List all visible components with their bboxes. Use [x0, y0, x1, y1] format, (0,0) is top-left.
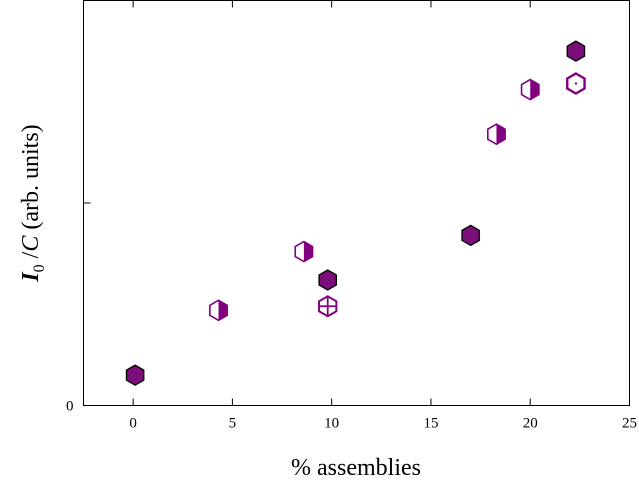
x-axis: 0 5 10 15 20 25: [129, 0, 637, 432]
x-tick-label: 5: [229, 416, 237, 432]
data-point-half-filled: [294, 240, 314, 263]
data-point-filled: [125, 364, 145, 386]
y-axis-title-slash: /: [18, 251, 44, 264]
x-tick-label: 15: [423, 416, 438, 432]
data-point-dotted: [566, 72, 586, 95]
data-point-filled: [461, 224, 480, 247]
data-points: [125, 40, 586, 386]
x-axis-title: % assemblies: [291, 455, 421, 481]
data-point-half-filled: [209, 299, 228, 322]
data-point-crossed: [318, 295, 338, 318]
data-point-half-filled: [487, 123, 506, 146]
y-axis-title-subscript: 0: [31, 264, 48, 272]
x-tick-label: 0: [129, 416, 137, 432]
y-axis: 0: [66, 202, 91, 415]
y-axis-title-units: (arb. units): [18, 124, 44, 235]
y-axis-title-symbol-c: C: [18, 235, 44, 252]
data-point-half-filled: [520, 78, 540, 101]
y-tick-label: 0: [66, 399, 74, 415]
data-point-filled: [566, 40, 586, 62]
x-tick-label: 25: [622, 416, 637, 432]
y-axis-title-symbol-i: I: [18, 271, 44, 283]
y-axis-title: I0 /C (arb. units): [18, 124, 48, 282]
x-tick-label: 10: [324, 416, 339, 432]
x-tick-label: 20: [523, 416, 538, 432]
plot-frame: [83, 0, 630, 406]
data-point-filled: [318, 269, 338, 291]
